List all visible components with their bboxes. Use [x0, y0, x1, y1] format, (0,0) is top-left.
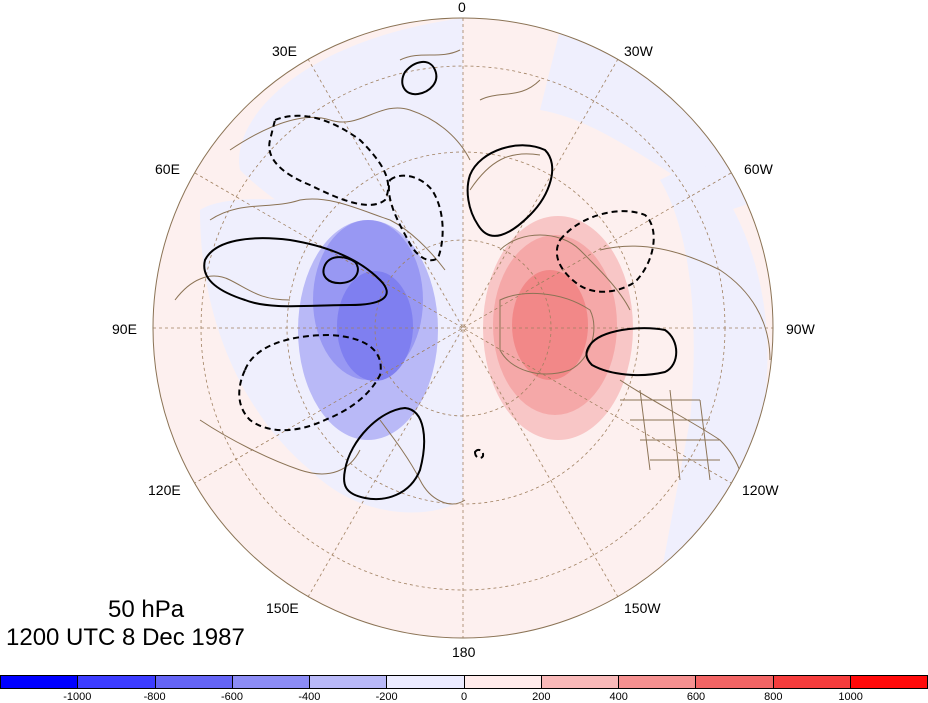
- graticule: [153, 18, 773, 638]
- colorbar-tick-label: 400: [609, 691, 628, 703]
- colorbar-swatch: [464, 676, 542, 688]
- colorbar-swatch: [541, 676, 619, 688]
- contour-dashed-4: [238, 333, 382, 432]
- lon-label-30e: 30E: [272, 43, 297, 59]
- negative-contours: [238, 114, 655, 460]
- colorbar-tick-label: 0: [460, 691, 468, 703]
- lon-label-150e: 150E: [266, 600, 299, 616]
- colorbar-tick-label: 200: [532, 691, 551, 703]
- lon-label-120w: 120W: [742, 482, 779, 498]
- colorbar-swatch: [696, 676, 774, 688]
- contour-dashed-2: [387, 174, 444, 262]
- lon-label-60e: 60E: [155, 161, 180, 177]
- colorbar-tick-label: 1000: [838, 691, 863, 703]
- colorbar-tick-label: 800: [764, 691, 783, 703]
- coastlines: [174, 49, 771, 511]
- lon-label-90e: 90E: [112, 321, 137, 337]
- contour-dashed-5: [473, 448, 485, 460]
- map-border: [152, 17, 774, 639]
- colorbar-swatch: [232, 676, 310, 688]
- colorbar-swatch: [850, 676, 927, 688]
- lon-label-90w: 90W: [786, 321, 815, 337]
- colorbar-swatch: [619, 676, 697, 688]
- colorbar-tick-label: -800: [143, 691, 166, 703]
- contour-solid-3: [203, 237, 388, 308]
- contour-solid-6: [343, 406, 426, 500]
- positive-anomaly-core: [512, 270, 588, 380]
- colorbar: [0, 675, 928, 689]
- positive-contours: [203, 61, 678, 500]
- colorbar-swatch: [387, 676, 465, 688]
- colorbar-tick-label: -600: [220, 691, 244, 703]
- contour-solid-5: [585, 327, 678, 377]
- negative-region-upper-right: [540, 30, 760, 210]
- pressure-level-title: 50 hPa: [108, 596, 185, 623]
- contour-dashed-3: [555, 210, 655, 293]
- colorbar-swatch: [155, 676, 233, 688]
- colorbar-tick-label: -400: [298, 691, 321, 703]
- lon-label-30w: 30W: [624, 43, 653, 59]
- colorbar-swatch: [773, 676, 851, 688]
- contour-dashed-1: [268, 114, 390, 206]
- lon-label-60w: 60W: [744, 161, 773, 177]
- colorbar-tick-label: 600: [686, 691, 706, 703]
- colorbar-swatch: [78, 676, 156, 688]
- contour-solid-4: [322, 256, 359, 285]
- contour-solid-1: [401, 61, 438, 96]
- lon-label-150w: 150W: [624, 600, 661, 616]
- contour-solid-2: [466, 144, 554, 237]
- colorbar-tick-label: -1000: [63, 691, 92, 703]
- lon-label-0: 0: [458, 0, 466, 15]
- colorbar-tick-label: -200: [375, 691, 398, 703]
- lon-label-120e: 120E: [148, 482, 181, 498]
- colorbar-swatch: [310, 676, 388, 688]
- lon-label-180: 180: [452, 644, 476, 660]
- colorbar-swatch: [1, 676, 79, 688]
- valid-time-title: 1200 UTC 8 Dec 1987: [6, 624, 245, 651]
